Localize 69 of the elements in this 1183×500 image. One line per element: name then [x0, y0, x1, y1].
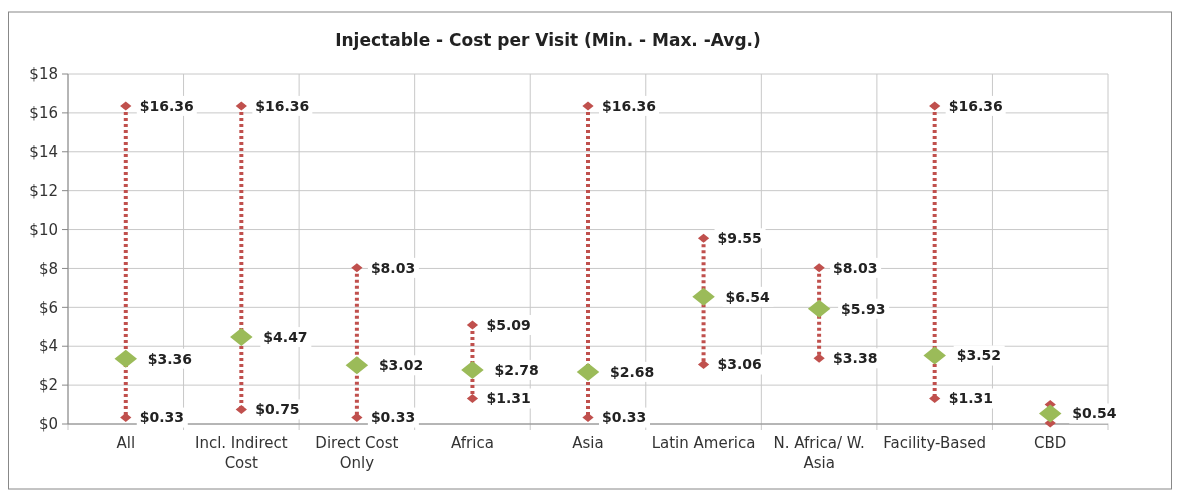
data-label: $2.68	[610, 363, 655, 380]
point	[929, 394, 941, 404]
point	[351, 413, 363, 423]
point	[461, 360, 484, 379]
point	[120, 101, 132, 111]
x-tick-label: Africa	[451, 434, 494, 452]
point	[576, 362, 600, 381]
point	[114, 349, 138, 368]
data-label: $16.36	[948, 97, 1003, 114]
point	[466, 320, 479, 330]
data-label: $1.31	[486, 390, 531, 407]
point	[466, 394, 479, 404]
point	[120, 413, 132, 423]
data-label: $16.36	[602, 97, 657, 114]
y-tick-label: $10	[29, 220, 58, 239]
point	[345, 356, 369, 375]
point	[230, 328, 253, 347]
data-label: $16.36	[139, 97, 194, 114]
data-label: $6.54	[725, 288, 771, 305]
y-tick-label: $14	[29, 143, 58, 162]
data-label: $3.38	[833, 350, 878, 367]
point	[351, 263, 363, 273]
data-label: $2.78	[494, 361, 539, 378]
data-label: $8.03	[833, 259, 878, 276]
data-label: $3.36	[147, 350, 193, 367]
y-tick-label: $16	[29, 104, 58, 123]
data-label: $0.33	[370, 409, 416, 426]
y-tick-label: $12	[29, 181, 58, 200]
y-tick-label: $18	[29, 65, 58, 84]
x-tick-label: Direct Cost Only	[315, 434, 399, 472]
x-tick-label: All	[116, 434, 136, 452]
data-label: $5.09	[486, 316, 531, 333]
point	[235, 101, 247, 111]
data-label: $3.02	[378, 357, 424, 374]
point	[582, 413, 594, 423]
chart-title: Injectable - Cost per Visit (Min. - Max. -Avg.)	[335, 30, 761, 50]
x-tick-label: Asia	[572, 434, 604, 452]
point	[1038, 404, 1062, 423]
data-label: $0.33	[139, 409, 185, 426]
point	[813, 353, 825, 363]
point	[929, 101, 941, 111]
x-tick-label: Incl. Indirect Cost	[194, 434, 288, 472]
data-label: $8.03	[370, 259, 416, 276]
point	[923, 346, 946, 365]
data-label: $9.55	[717, 230, 762, 247]
data-label: $0.75	[255, 401, 300, 418]
point	[235, 404, 247, 414]
y-tick-label: $8	[38, 259, 58, 278]
point	[692, 287, 715, 306]
data-label: $0.33	[602, 409, 647, 426]
point	[807, 299, 831, 318]
y-tick-label: $4	[38, 337, 58, 356]
x-tick-label: CBD	[1034, 434, 1067, 452]
y-tick-label: $6	[38, 298, 58, 317]
x-tick-label: N. Africa/ W. Asia	[773, 434, 865, 472]
data-label: $4.47	[263, 328, 308, 345]
data-label: $3.52	[956, 347, 1001, 364]
y-tick-label: $2	[38, 376, 58, 395]
data-label: $0.54	[1072, 405, 1117, 422]
data-label: $3.06	[717, 356, 762, 373]
x-tick-label: Facility-Based	[883, 434, 986, 452]
data-label: $16.36	[255, 97, 310, 114]
y-tick-label: $0	[38, 415, 58, 434]
point	[813, 263, 825, 273]
data-label: $5.93	[841, 300, 886, 317]
data-label: $1.31	[948, 390, 993, 407]
point	[582, 101, 594, 111]
point	[697, 233, 710, 243]
x-tick-label: Latin America	[651, 434, 756, 452]
